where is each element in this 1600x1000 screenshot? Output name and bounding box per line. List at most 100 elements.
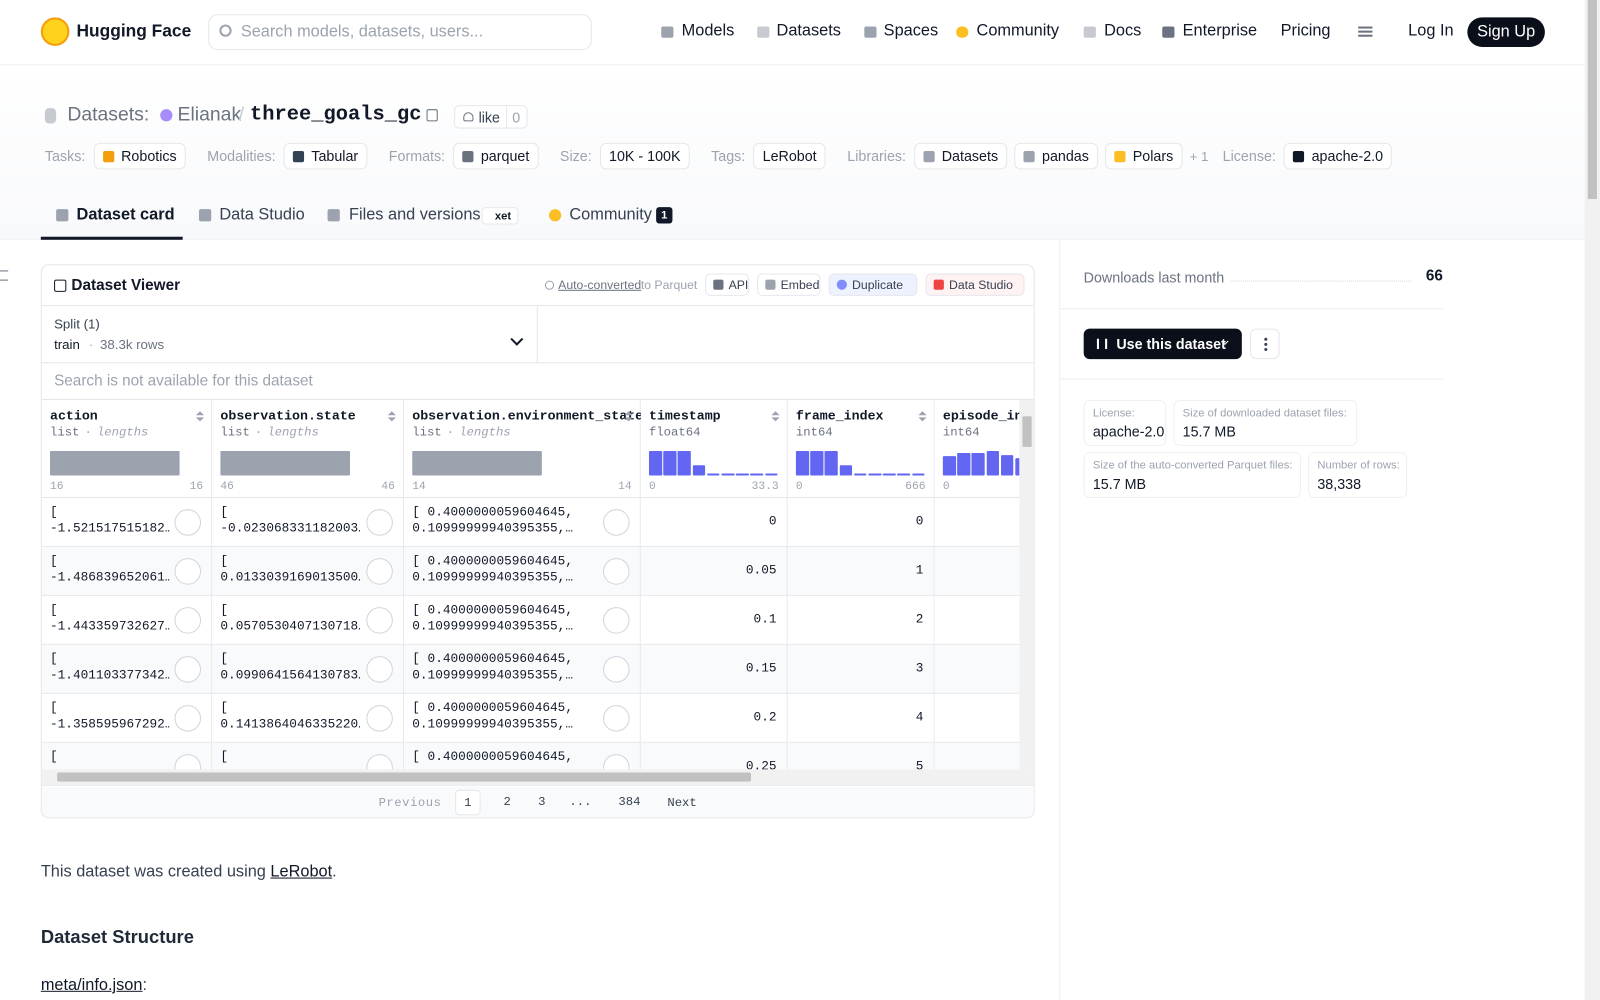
viewer-button[interactable]: Data Studio [925, 273, 1025, 296]
split-name: train [54, 336, 80, 353]
tag-chip[interactable]: 10K - 100K [599, 142, 690, 170]
tab[interactable]: Data Studio [219, 206, 305, 224]
expand-button[interactable] [174, 705, 202, 732]
sort-icon[interactable] [771, 411, 780, 416]
login[interactable]: Log In [1408, 22, 1454, 40]
intro-link[interactable]: LeRobot [270, 863, 333, 881]
page-scroll-thumb[interactable] [1587, 0, 1597, 199]
search-box[interactable]: Search models, datasets, users... [208, 14, 592, 50]
nav-link[interactable]: Pricing [1280, 22, 1331, 40]
downloads-dots [1230, 280, 1412, 282]
expand-button[interactable] [366, 558, 393, 585]
button-icon [933, 279, 944, 290]
tag-text: Polars [1132, 147, 1174, 165]
sort-icon[interactable] [387, 411, 396, 416]
tab-underline [40, 236, 183, 240]
converted-link[interactable]: Auto-converted [558, 277, 642, 292]
page-number[interactable]: ... [569, 794, 592, 810]
nav-link[interactable]: Docs [1104, 22, 1142, 40]
page-next[interactable]: Next [667, 795, 697, 811]
downloads-label: Downloads last month [1083, 269, 1225, 286]
hist-max: 16 [189, 480, 204, 493]
expand-button[interactable] [603, 705, 630, 732]
viewer-button[interactable]: Embed [757, 273, 821, 296]
more-button[interactable] [1249, 328, 1280, 360]
table-cell: [-1.443359732627… [41, 595, 213, 645]
tab[interactable]: Files and versions [348, 206, 481, 224]
nav-link[interactable]: Enterprise [1182, 22, 1258, 40]
expand-button[interactable] [366, 754, 393, 770]
page-number[interactable]: 2 [503, 794, 511, 810]
expand-button[interactable] [366, 509, 393, 536]
dataset-viewer: Dataset Viewer Auto-converted to Parquet AP… [40, 264, 1035, 819]
tab[interactable]: Dataset card [76, 206, 175, 224]
tag-text: pandas [1041, 147, 1089, 165]
expand-button[interactable] [174, 558, 202, 585]
nav-link[interactable]: Models [681, 22, 735, 40]
h-scroll-thumb[interactable] [57, 772, 752, 782]
sort-icon[interactable] [918, 417, 927, 422]
expand-button[interactable] [603, 607, 630, 634]
sort-icon[interactable] [195, 411, 205, 416]
nav-link[interactable]: Datasets [776, 22, 841, 40]
info-card: Number of rows: 38,338 [1308, 452, 1408, 498]
histogram-bar [721, 473, 735, 476]
nav-link[interactable]: Community [976, 22, 1060, 40]
sort-icon[interactable] [195, 417, 205, 422]
sort-icon[interactable] [624, 417, 633, 422]
expand-button[interactable] [174, 754, 202, 770]
info-label: Size of downloaded dataset files: [1182, 407, 1347, 420]
file-link[interactable]: meta/info.json [40, 976, 143, 994]
nav-link[interactable]: Spaces [883, 22, 939, 40]
info-label: Number of rows: [1317, 459, 1400, 472]
viewer-search: Search is not available for this dataset [54, 372, 313, 390]
expand-button[interactable] [174, 656, 202, 683]
tag-chip[interactable]: parquet [453, 142, 539, 170]
signup[interactable]: Sign Up [1467, 17, 1545, 47]
copy-icon[interactable] [426, 109, 438, 122]
sort-icon[interactable] [624, 411, 633, 416]
expand-button[interactable] [603, 754, 630, 770]
expand-button[interactable] [366, 607, 393, 634]
button-label: Embed [780, 277, 820, 292]
sort-icon[interactable] [387, 417, 396, 422]
owner[interactable]: Elianak [177, 104, 242, 126]
tag-chip[interactable]: LeRobot [753, 142, 826, 170]
tag-chip[interactable]: Datasets [914, 142, 1008, 170]
tag-chip[interactable]: apache-2.0 [1284, 142, 1393, 170]
viewer-button[interactable]: Duplicate [828, 273, 918, 296]
histogram-bar [971, 453, 985, 476]
sort-icon[interactable] [918, 411, 927, 416]
sidebar-toggle[interactable] [0, 270, 9, 281]
tag-chip[interactable]: Tabular [283, 142, 368, 170]
viewer-button[interactable]: API [705, 273, 749, 296]
info-card: Size of the auto-converted Parquet files… [1083, 452, 1302, 498]
expand-button[interactable] [174, 509, 202, 536]
use-dataset-button[interactable]: Use this dataset [1083, 328, 1242, 360]
expand-button[interactable] [366, 705, 393, 732]
tab[interactable]: Community [569, 206, 652, 224]
histogram-bar [986, 451, 1000, 476]
expand-button[interactable] [603, 509, 630, 536]
expand-button[interactable] [603, 656, 630, 683]
sort-icon[interactable] [771, 417, 780, 422]
cell-line: [ [49, 652, 58, 667]
expand-button[interactable] [366, 656, 393, 683]
info-value: 15.7 MB [1182, 423, 1236, 440]
expand-button[interactable] [174, 607, 202, 634]
tag-chip[interactable]: Polars [1105, 142, 1183, 170]
brand[interactable]: Hugging Face [76, 21, 192, 41]
split-select[interactable]: Split (1) train · 38.3k rows [42, 306, 537, 363]
page-prev[interactable]: Previous [378, 795, 442, 811]
v-scroll-thumb[interactable] [1022, 416, 1032, 447]
page-number[interactable]: 3 [538, 794, 546, 810]
cell-line: 0.1413864046335220… [220, 717, 362, 732]
expand-button[interactable] [603, 558, 630, 585]
page-number[interactable]: 1 [455, 789, 481, 816]
page-number[interactable]: 384 [618, 794, 641, 810]
tag-more[interactable]: + 1 [1189, 148, 1209, 164]
tag-chip[interactable]: pandas [1014, 142, 1099, 170]
like-button[interactable]: like 0 [454, 105, 528, 129]
tag-chip[interactable]: Robotics [93, 142, 186, 170]
